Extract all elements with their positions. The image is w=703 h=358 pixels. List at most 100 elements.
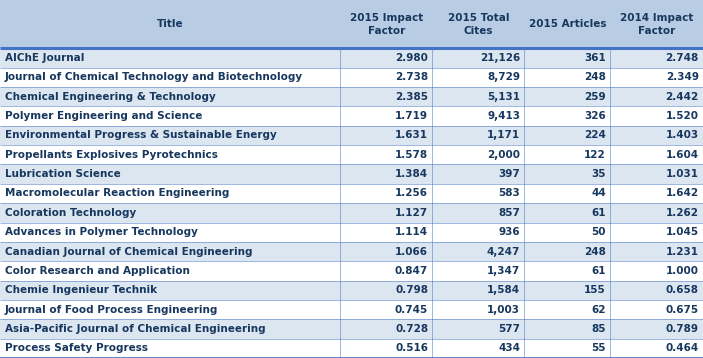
Text: Propellants Explosives Pyrotechnics: Propellants Explosives Pyrotechnics bbox=[5, 150, 218, 160]
Bar bbox=[0, 281, 703, 300]
Text: 1.631: 1.631 bbox=[395, 130, 428, 140]
Text: 0.745: 0.745 bbox=[395, 305, 428, 315]
Text: 0.658: 0.658 bbox=[666, 285, 699, 295]
Text: 1.045: 1.045 bbox=[666, 227, 699, 237]
Bar bbox=[0, 242, 703, 261]
Text: 583: 583 bbox=[498, 189, 520, 198]
Text: 85: 85 bbox=[591, 324, 606, 334]
Text: Journal of Chemical Technology and Biotechnology: Journal of Chemical Technology and Biote… bbox=[5, 72, 303, 82]
Text: 577: 577 bbox=[498, 324, 520, 334]
Text: 326: 326 bbox=[584, 111, 606, 121]
Text: 9,413: 9,413 bbox=[487, 111, 520, 121]
Text: Advances in Polymer Technology: Advances in Polymer Technology bbox=[5, 227, 198, 237]
Text: Asia-Pacific Journal of Chemical Engineering: Asia-Pacific Journal of Chemical Enginee… bbox=[5, 324, 266, 334]
Text: Process Safety Progress: Process Safety Progress bbox=[5, 343, 148, 353]
Text: 35: 35 bbox=[591, 169, 606, 179]
Text: 248: 248 bbox=[584, 247, 606, 257]
Text: 1.256: 1.256 bbox=[395, 189, 428, 198]
Text: 1.127: 1.127 bbox=[395, 208, 428, 218]
Text: 2.349: 2.349 bbox=[666, 72, 699, 82]
Text: 2015 Impact
Factor: 2015 Impact Factor bbox=[349, 13, 423, 36]
Text: Macromolecular Reaction Engineering: Macromolecular Reaction Engineering bbox=[5, 189, 229, 198]
Text: 155: 155 bbox=[584, 285, 606, 295]
Text: 44: 44 bbox=[591, 189, 606, 198]
Text: 434: 434 bbox=[498, 343, 520, 353]
Text: 1.066: 1.066 bbox=[395, 247, 428, 257]
Text: 0.464: 0.464 bbox=[666, 343, 699, 353]
Bar bbox=[0, 145, 703, 164]
Text: 2014 Impact
Factor: 2014 Impact Factor bbox=[620, 13, 693, 36]
Text: Environmental Progress & Sustainable Energy: Environmental Progress & Sustainable Ene… bbox=[5, 130, 277, 140]
Text: 1.384: 1.384 bbox=[395, 169, 428, 179]
Bar bbox=[0, 0, 703, 48]
Text: 248: 248 bbox=[584, 72, 606, 82]
Text: 1.719: 1.719 bbox=[395, 111, 428, 121]
Text: 0.516: 0.516 bbox=[395, 343, 428, 353]
Text: 8,729: 8,729 bbox=[487, 72, 520, 82]
Text: 0.798: 0.798 bbox=[395, 285, 428, 295]
Bar bbox=[0, 261, 703, 281]
Text: Chemie Ingenieur Technik: Chemie Ingenieur Technik bbox=[5, 285, 157, 295]
Text: 259: 259 bbox=[584, 92, 606, 102]
Bar bbox=[0, 87, 703, 106]
Text: 1,171: 1,171 bbox=[487, 130, 520, 140]
Text: Polymer Engineering and Science: Polymer Engineering and Science bbox=[5, 111, 202, 121]
Text: 2.738: 2.738 bbox=[395, 72, 428, 82]
Text: 2,000: 2,000 bbox=[487, 150, 520, 160]
Text: Chemical Engineering & Technology: Chemical Engineering & Technology bbox=[5, 92, 216, 102]
Text: 0.847: 0.847 bbox=[395, 266, 428, 276]
Text: 1,347: 1,347 bbox=[487, 266, 520, 276]
Bar bbox=[0, 126, 703, 145]
Bar bbox=[0, 339, 703, 358]
Text: Journal of Food Process Engineering: Journal of Food Process Engineering bbox=[5, 305, 219, 315]
Text: 50: 50 bbox=[591, 227, 606, 237]
Text: Canadian Journal of Chemical Engineering: Canadian Journal of Chemical Engineering bbox=[5, 247, 252, 257]
Text: 1.578: 1.578 bbox=[395, 150, 428, 160]
Text: Color Research and Application: Color Research and Application bbox=[5, 266, 190, 276]
Text: 1.604: 1.604 bbox=[666, 150, 699, 160]
Bar bbox=[0, 164, 703, 184]
Text: 62: 62 bbox=[591, 305, 606, 315]
Text: 2015 Total
Cites: 2015 Total Cites bbox=[448, 13, 509, 36]
Text: 1,584: 1,584 bbox=[487, 285, 520, 295]
Text: 21,126: 21,126 bbox=[480, 53, 520, 63]
Bar bbox=[0, 106, 703, 126]
Text: 0.675: 0.675 bbox=[666, 305, 699, 315]
Text: 1.031: 1.031 bbox=[666, 169, 699, 179]
Text: 1.262: 1.262 bbox=[666, 208, 699, 218]
Text: 1.403: 1.403 bbox=[666, 130, 699, 140]
Bar bbox=[0, 300, 703, 319]
Bar bbox=[0, 319, 703, 339]
Bar bbox=[0, 223, 703, 242]
Text: 1.642: 1.642 bbox=[666, 189, 699, 198]
Text: Title: Title bbox=[157, 19, 183, 29]
Text: 2.385: 2.385 bbox=[395, 92, 428, 102]
Text: 2.980: 2.980 bbox=[395, 53, 428, 63]
Text: Coloration Technology: Coloration Technology bbox=[5, 208, 136, 218]
Text: 224: 224 bbox=[584, 130, 606, 140]
Text: 0.728: 0.728 bbox=[395, 324, 428, 334]
Text: 1,003: 1,003 bbox=[487, 305, 520, 315]
Text: 61: 61 bbox=[591, 266, 606, 276]
Text: 1.231: 1.231 bbox=[666, 247, 699, 257]
Bar bbox=[0, 48, 703, 68]
Text: 1.000: 1.000 bbox=[666, 266, 699, 276]
Text: 122: 122 bbox=[584, 150, 606, 160]
Text: 936: 936 bbox=[498, 227, 520, 237]
Text: 61: 61 bbox=[591, 208, 606, 218]
Text: 2015 Articles: 2015 Articles bbox=[529, 19, 606, 29]
Text: 857: 857 bbox=[498, 208, 520, 218]
Text: 1.520: 1.520 bbox=[666, 111, 699, 121]
Text: 0.789: 0.789 bbox=[666, 324, 699, 334]
Text: AIChE Journal: AIChE Journal bbox=[5, 53, 84, 63]
Text: 2.442: 2.442 bbox=[666, 92, 699, 102]
Text: 397: 397 bbox=[498, 169, 520, 179]
Text: 361: 361 bbox=[584, 53, 606, 63]
Bar bbox=[0, 203, 703, 223]
Bar bbox=[0, 184, 703, 203]
Text: 1.114: 1.114 bbox=[395, 227, 428, 237]
Text: 5,131: 5,131 bbox=[487, 92, 520, 102]
Bar bbox=[0, 68, 703, 87]
Text: 4,247: 4,247 bbox=[487, 247, 520, 257]
Text: 55: 55 bbox=[591, 343, 606, 353]
